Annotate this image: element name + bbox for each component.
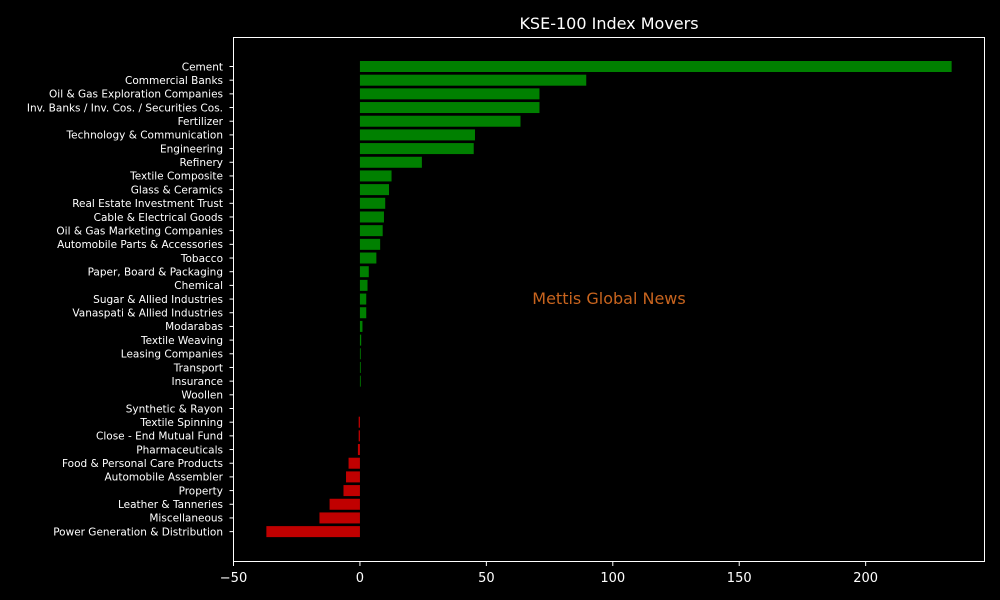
x-tick-label: 100 bbox=[600, 571, 625, 586]
bar bbox=[359, 334, 362, 346]
bar bbox=[359, 211, 384, 223]
bar bbox=[358, 416, 360, 428]
category-label: Food & Personal Care Products bbox=[62, 458, 223, 470]
bar bbox=[319, 512, 360, 524]
bar bbox=[329, 498, 360, 510]
bar bbox=[266, 526, 360, 538]
bar bbox=[359, 74, 587, 86]
x-tick-label: −50 bbox=[220, 571, 247, 586]
bar bbox=[346, 471, 360, 483]
category-label: Property bbox=[179, 485, 223, 497]
bar bbox=[359, 225, 383, 237]
watermark-text: Mettis Global News bbox=[532, 289, 685, 308]
category-label: Close - End Mutual Fund bbox=[96, 431, 223, 443]
category-label: Oil & Gas Exploration Companies bbox=[49, 89, 223, 101]
bar bbox=[359, 361, 361, 373]
bar bbox=[359, 375, 361, 387]
category-label: Textile Spinning bbox=[139, 417, 223, 429]
bar bbox=[358, 430, 360, 442]
bar bbox=[359, 88, 540, 100]
category-label: Power Generation & Distribution bbox=[53, 526, 223, 538]
bar bbox=[357, 444, 360, 456]
category-label: Refinery bbox=[179, 157, 223, 169]
category-label: Sugar & Allied Industries bbox=[93, 294, 223, 306]
category-label: Automobile Parts & Accessories bbox=[57, 239, 223, 251]
bar bbox=[359, 197, 386, 209]
category-label: Vanaspati & Allied Industries bbox=[72, 308, 223, 320]
category-label: Pharmaceuticals bbox=[136, 444, 223, 456]
category-label: Cement bbox=[182, 61, 223, 73]
bar bbox=[359, 170, 392, 182]
category-label: Paper, Board & Packaging bbox=[88, 267, 223, 279]
category-label: Synthetic & Rayon bbox=[126, 403, 223, 415]
bar bbox=[359, 266, 369, 278]
x-ticks-group: −50 0 50 100 150 200 bbox=[220, 561, 878, 586]
plot-frame bbox=[233, 37, 985, 562]
category-label: Tobacco bbox=[180, 253, 223, 265]
bar bbox=[359, 279, 368, 291]
bar bbox=[359, 252, 377, 264]
category-label: Cable & Electrical Goods bbox=[94, 212, 223, 224]
category-label: Inv. Banks / Inv. Cos. / Securities Cos. bbox=[27, 102, 223, 114]
category-label: Insurance bbox=[171, 376, 223, 388]
category-label: Transport bbox=[173, 362, 223, 374]
category-label: Fertilizer bbox=[178, 116, 224, 128]
category-label: Commercial Banks bbox=[125, 75, 223, 87]
category-label: Textile Weaving bbox=[140, 335, 223, 347]
bar bbox=[359, 102, 540, 114]
bar bbox=[359, 61, 952, 72]
category-label: Leasing Companies bbox=[121, 349, 223, 361]
category-label: Leather & Tanneries bbox=[118, 499, 223, 511]
bar bbox=[348, 457, 360, 469]
bar bbox=[343, 485, 360, 497]
bar bbox=[359, 143, 474, 155]
category-label: Modarabas bbox=[165, 321, 223, 333]
category-label: Oil & Gas Marketing Companies bbox=[56, 225, 223, 237]
x-tick-label: 150 bbox=[727, 571, 752, 586]
category-label: Glass & Ceramics bbox=[131, 184, 223, 196]
category-label: Chemical bbox=[174, 280, 223, 292]
bars-group bbox=[266, 61, 952, 538]
bar bbox=[359, 156, 422, 168]
bar bbox=[359, 184, 390, 196]
bar bbox=[359, 115, 521, 127]
category-label: Woollen bbox=[181, 390, 223, 402]
bar bbox=[359, 238, 381, 250]
category-label: Real Estate Investment Trust bbox=[72, 198, 223, 210]
category-label: Textile Composite bbox=[129, 171, 223, 183]
chart-title: KSE-100 Index Movers bbox=[519, 14, 698, 33]
bar bbox=[359, 293, 367, 305]
x-tick-label: 0 bbox=[356, 571, 364, 586]
bar bbox=[359, 307, 367, 319]
bar bbox=[359, 348, 361, 360]
bar bbox=[359, 129, 475, 141]
category-label: Miscellaneous bbox=[149, 513, 223, 525]
bar bbox=[359, 320, 363, 332]
x-tick-label: 200 bbox=[853, 571, 878, 586]
category-labels-group: Cement Commercial Banks Oil & Gas Explorat… bbox=[27, 61, 234, 538]
category-label: Automobile Assembler bbox=[105, 472, 224, 484]
category-label: Engineering bbox=[160, 143, 223, 155]
x-tick-label: 50 bbox=[478, 571, 495, 586]
category-label: Technology & Communication bbox=[66, 130, 223, 142]
